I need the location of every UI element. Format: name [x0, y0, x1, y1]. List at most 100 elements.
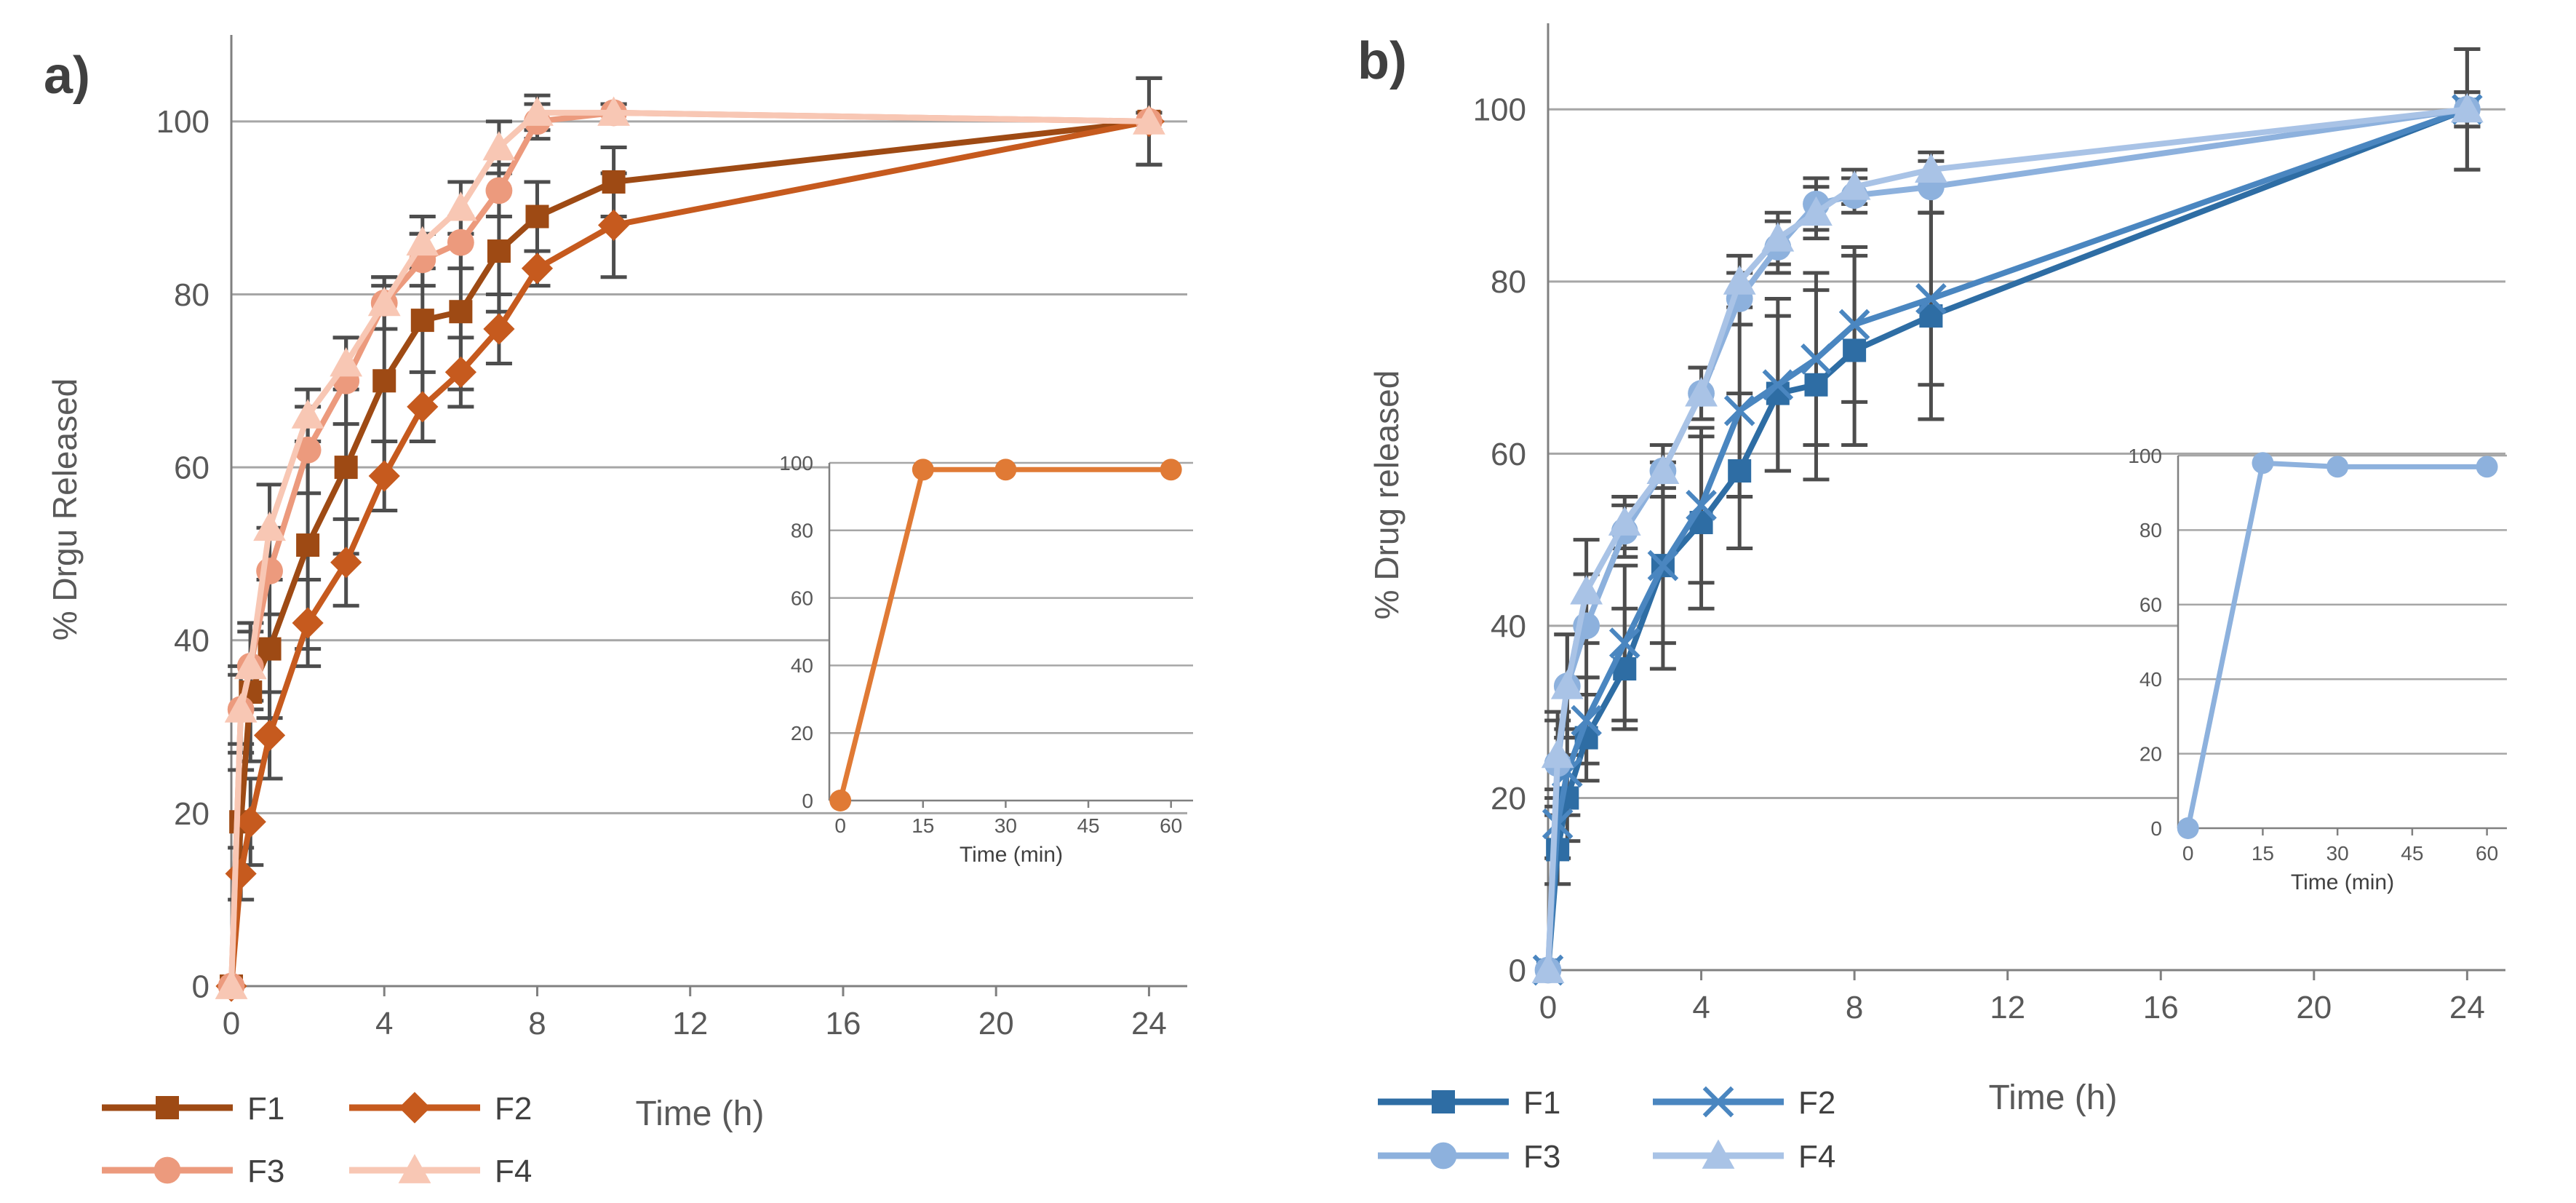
legend-marker: [1429, 1142, 1457, 1170]
legend-entry-f1: F1: [102, 1091, 284, 1127]
data-point-f3: [447, 229, 474, 256]
data-point-f4: [330, 347, 363, 377]
data-point-f4: [1550, 670, 1584, 699]
legend-label: F1: [1523, 1085, 1560, 1121]
data-point-f4: [1685, 377, 1718, 407]
legend-entry-f3: F3: [102, 1154, 284, 1189]
inset-plot-background: [829, 463, 1193, 801]
data-point-f4: [1133, 105, 1165, 135]
data-point-f3: [485, 177, 513, 205]
legend-marker: [398, 1154, 431, 1183]
data-point-f4: [2450, 92, 2484, 123]
y-tick-label: 100: [156, 104, 210, 140]
y-tick-label: 20: [174, 796, 210, 832]
legend-marker: [1432, 1090, 1455, 1113]
x-tick-label: 4: [375, 1006, 393, 1041]
inset-data-point-inset: [994, 458, 1017, 481]
data-point-f1: [487, 239, 511, 263]
legend-entry-f4: F4: [1653, 1139, 1835, 1175]
y-tick-label: 60: [174, 450, 210, 485]
data-point-f4: [215, 969, 248, 999]
x-tick-label: 12: [1990, 990, 2025, 1025]
data-point-f4: [1531, 953, 1565, 983]
data-point-f4: [521, 96, 554, 126]
data-point-f1: [334, 456, 358, 480]
data-point-f1: [410, 309, 434, 333]
legend-label: F2: [1798, 1085, 1835, 1121]
x-tick-label: 16: [2143, 990, 2179, 1025]
x-tick-label: 20: [978, 1006, 1014, 1041]
data-point-f4: [1761, 222, 1795, 252]
legend-marker: [1702, 1139, 1735, 1169]
x-tick-label: 8: [1846, 990, 1863, 1025]
data-point-f4: [224, 693, 258, 723]
data-point-f4: [234, 649, 267, 680]
legend-entry-f2: F2: [349, 1091, 532, 1127]
data-point-f1: [1728, 459, 1752, 483]
inset-x-tick-label: 45: [2401, 842, 2423, 865]
data-point-f2: [1762, 369, 1794, 401]
data-point-f2: [598, 209, 630, 241]
inset-chart: 0 20 40 60 80 100 0 15 30 45 60 Time (min): [779, 452, 1193, 867]
data-point-f4: [1800, 196, 1833, 226]
data-point-f1: [296, 533, 320, 557]
inset-x-tick-label: 60: [1160, 814, 1182, 837]
inset-x-tick-label: 0: [2182, 842, 2194, 865]
data-point-f2: [1801, 343, 1832, 375]
data-point-f2: [225, 857, 257, 890]
y-tick-label: 40: [174, 623, 210, 659]
data-point-f2: [1838, 309, 1870, 341]
inset-data-point-inset: [1160, 458, 1182, 481]
y-tick-label: 100: [1473, 92, 1526, 128]
legend-entry-f2: F2: [1653, 1085, 1835, 1121]
inset-y-tick-label: 60: [791, 587, 813, 609]
legend-marker: [399, 1092, 431, 1124]
data-point-f1: [449, 300, 473, 324]
x-tick-label: 20: [2296, 990, 2332, 1025]
legend-marker: [153, 1156, 181, 1184]
data-point-f2: [234, 806, 266, 838]
data-point-f4: [291, 399, 324, 429]
data-point-f4: [482, 131, 516, 161]
data-point-f4: [1646, 454, 1680, 484]
inset-x-tick-label: 0: [834, 814, 846, 837]
inset-x-axis-title: Time (min): [960, 843, 1063, 867]
legend-entry-f3: F3: [1378, 1139, 1560, 1175]
inset-y-tick-label: 40: [791, 654, 813, 677]
data-point-f2: [1915, 283, 1947, 314]
y-tick-label: 0: [192, 969, 210, 1004]
y-tick-label: 80: [1491, 264, 1526, 300]
legend-entry-f1: F1: [1378, 1085, 1560, 1121]
x-tick-label: 12: [672, 1006, 708, 1041]
data-point-f4: [253, 511, 286, 541]
data-point-f2: [521, 253, 554, 285]
inset-data-point-inset: [2326, 456, 2349, 478]
data-point-f2: [330, 547, 362, 579]
inset-y-tick-label: 100: [2128, 445, 2162, 467]
inset-data-point-inset: [2252, 452, 2274, 475]
data-point-f2: [368, 460, 400, 492]
inset-y-tick-label: 20: [2140, 742, 2162, 765]
data-point-f4: [1915, 153, 1947, 183]
data-point-f2: [407, 391, 439, 423]
inset-y-tick-label: 20: [791, 722, 813, 745]
inset-data-point-inset: [2476, 456, 2498, 478]
data-point-f4: [367, 286, 401, 317]
legend-label: F1: [247, 1091, 284, 1127]
data-point-f4: [597, 96, 630, 126]
data-point-f4: [406, 226, 439, 256]
inset-x-tick-label: 45: [1077, 814, 1099, 837]
data-point-f2: [483, 313, 515, 345]
panel-label: b): [1357, 32, 1407, 90]
x-tick-label: 0: [223, 1006, 240, 1041]
inset-x-tick-label: 30: [2326, 842, 2349, 865]
inset-x-tick-label: 15: [912, 814, 934, 837]
inset-data-point-inset: [912, 458, 934, 481]
x-tick-label: 8: [528, 1006, 546, 1041]
y-axis-title: % Drug released: [1368, 370, 1405, 620]
inset-x-tick-label: 15: [2252, 842, 2274, 865]
x-axis-title: Time (h): [1989, 1079, 2118, 1117]
data-point-f4: [1541, 738, 1574, 769]
data-point-f2: [1686, 490, 1717, 521]
inset-x-tick-label: 30: [994, 814, 1017, 837]
